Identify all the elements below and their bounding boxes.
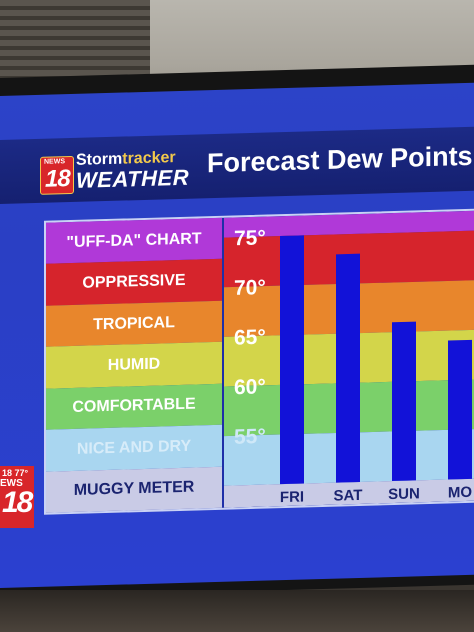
x-tick-label: SUN xyxy=(388,485,420,503)
legend-band-1: OPPRESSIVE xyxy=(46,259,222,306)
bar-mo xyxy=(448,339,472,480)
plot-area: 55° 60° 65° 70° 75° FRI SAT SUN MO xyxy=(224,210,474,508)
chart-panel: "UFF-DA" CHART OPPRESSIVE TROPICAL HUMID COM… xyxy=(44,208,474,515)
bar-fri xyxy=(280,235,304,485)
tv-stand-area xyxy=(0,590,474,632)
y-tick-label: 60° xyxy=(234,375,266,399)
corner-channel-logo: 18 77° EWS 18 xyxy=(0,466,34,528)
legend-band-0: "UFF-DA" CHART xyxy=(46,217,222,265)
x-axis-strip xyxy=(224,478,474,508)
y-tick-label: 65° xyxy=(234,326,266,350)
y-tick-label: 55° xyxy=(234,425,266,449)
brand-weather: WEATHER xyxy=(76,164,190,193)
bar-sun xyxy=(392,321,416,482)
corner-temperature: 18 77° xyxy=(2,468,29,478)
legend-band-6: MUGGY METER xyxy=(46,466,222,513)
x-tick-label: SAT xyxy=(334,487,363,505)
bar-sat xyxy=(336,253,360,483)
corner-number: 18 xyxy=(2,486,33,519)
legend-band-3: HUMID xyxy=(46,342,222,389)
x-tick-label: MO xyxy=(448,484,472,502)
corner-news-text: EWS xyxy=(0,478,23,489)
legend-band-5: NICE AND DRY xyxy=(46,424,222,472)
x-tick-label: FRI xyxy=(280,489,304,507)
zone-band-0 xyxy=(224,210,474,238)
legend-band-4: COMFORTABLE xyxy=(46,383,222,430)
title-band: NEWS 18 Stormtracker WEATHER Forecast De… xyxy=(0,126,474,204)
tv-screen: NEWS 18 Stormtracker WEATHER Forecast De… xyxy=(0,82,474,588)
chart-title: Forecast Dew Points xyxy=(207,140,473,179)
logo-number: 18 xyxy=(45,165,70,193)
uffda-legend: "UFF-DA" CHART OPPRESSIVE TROPICAL HUMID COM… xyxy=(46,217,222,513)
dew-point-bar-chart: 55° 60° 65° 70° 75° FRI SAT SUN MO xyxy=(224,210,474,508)
y-tick-label: 70° xyxy=(234,276,266,300)
news18-logo: NEWS 18 xyxy=(40,155,74,195)
y-tick-label: 75° xyxy=(234,226,266,250)
legend-band-2: TROPICAL xyxy=(46,300,222,347)
